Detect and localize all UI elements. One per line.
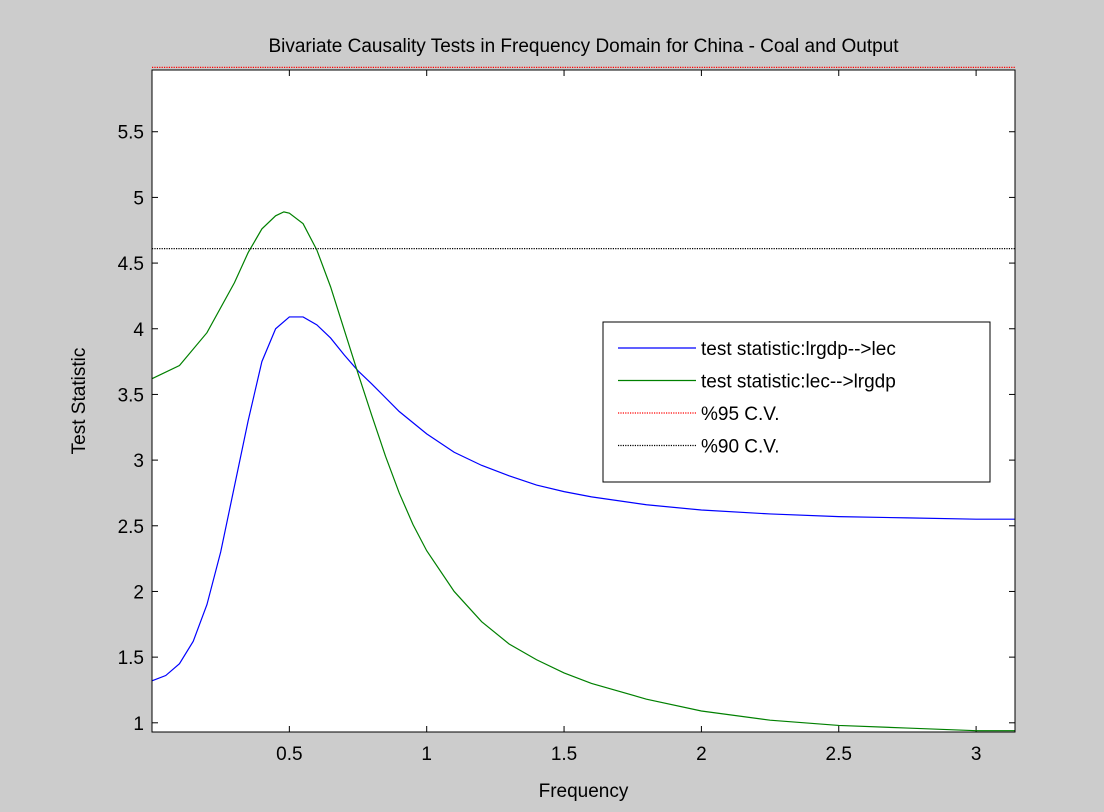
legend: test statistic:lrgdp-->lec test statistic… bbox=[602, 321, 991, 483]
y-tick-label: 5 bbox=[133, 188, 144, 209]
chart-title: Bivariate Causality Tests in Frequency D… bbox=[268, 36, 899, 57]
x-tick-label: 3 bbox=[971, 744, 982, 765]
legend-label-4: %90 C.V. bbox=[701, 437, 780, 458]
x-tick-label: 0.5 bbox=[276, 744, 302, 765]
y-tick-label: 4 bbox=[133, 320, 144, 341]
y-tick-label: 3 bbox=[133, 451, 144, 472]
y-axis-label: Test Statistic bbox=[69, 348, 90, 455]
y-tick-label: 1 bbox=[133, 714, 144, 735]
series-line-1 bbox=[151, 316, 1015, 682]
series-line-2 bbox=[151, 211, 1015, 732]
y-tick-label: 4.5 bbox=[118, 254, 144, 275]
tick-labels: 0.5 1 1.5 2 2.5 3 1 1.5 2 2.5 3 3.5 4 4.5 5 5.5 bbox=[118, 123, 982, 765]
legend-box bbox=[602, 321, 991, 483]
y-tick-label: 1.5 bbox=[118, 648, 144, 669]
y-tick-label: 2.5 bbox=[118, 517, 144, 538]
x-tick-label: 2 bbox=[696, 744, 707, 765]
legend-label-1: test statistic:lrgdp-->lec bbox=[701, 339, 896, 360]
legend-label-2: test statistic:lec-->lrgdp bbox=[701, 372, 896, 393]
x-tick-label: 1.5 bbox=[551, 744, 577, 765]
y-tick-label: 5.5 bbox=[118, 123, 144, 144]
legend-label-3: %95 C.V. bbox=[701, 404, 780, 425]
y-tick-label: 2 bbox=[133, 582, 144, 603]
axis-ticks bbox=[152, 70, 1015, 732]
axes-frame bbox=[151, 69, 1016, 733]
x-tick-label: 2.5 bbox=[826, 744, 852, 765]
x-tick-label: 1 bbox=[421, 744, 432, 765]
y-tick-label: 3.5 bbox=[118, 385, 144, 406]
x-axis-label: Frequency bbox=[539, 781, 629, 802]
series-layer bbox=[151, 66, 1015, 732]
